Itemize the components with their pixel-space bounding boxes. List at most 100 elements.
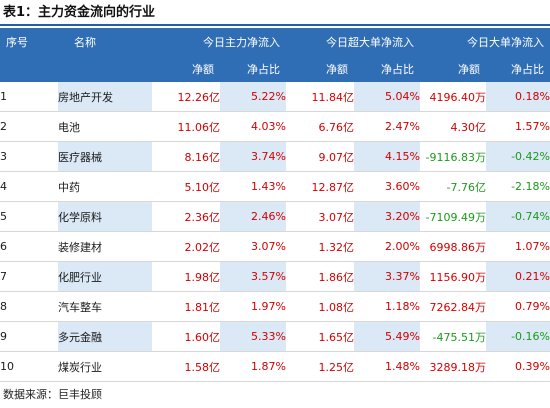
title-rule [0,24,550,26]
cell-main-ratio: 3.07% [220,231,286,262]
cell-main-amount: 11.06亿 [152,111,220,142]
cell-large-ratio: 0.18% [486,82,550,112]
cell-main-ratio: 1.43% [220,171,286,202]
cell-large-ratio: -0.16% [486,321,550,352]
cell-main-amount: 5.10亿 [152,171,220,202]
cell-large-ratio: 1.07% [486,231,550,262]
cell-large-amount: -7109.49万 [420,201,486,232]
cell-super-large-ratio: 3.37% [354,261,420,292]
cell-super-large-amount: 1.25亿 [286,351,354,382]
cell-main-amount: 1.81亿 [152,291,220,322]
cell-large-amount: 7262.84万 [420,291,486,322]
table-row: 5 化学原料 2.36亿 2.46% 3.07亿 3.20% -7109.49万 -0.74% [0,201,550,232]
cell-index: 7 [0,261,58,292]
cell-large-amount: 6998.86万 [420,231,486,262]
cell-super-large-ratio: 3.60% [354,171,420,202]
cell-index: 1 [0,82,58,112]
cell-super-large-amount: 3.07亿 [286,201,354,232]
cell-industry: 化学原料 [58,201,152,232]
header-row-groups: 序号 名称 今日主力净流入 今日超大单净流入 今日大单净流入 [0,28,550,56]
table-row: 8 汽车整车 1.81亿 1.97% 1.08亿 1.18% 7262.84万 0.79% [0,291,550,322]
cell-super-large-amount: 1.32亿 [286,231,354,262]
cell-industry: 中药 [58,171,152,202]
cell-large-ratio: 0.79% [486,291,550,322]
cell-industry: 煤炭行业 [58,351,152,382]
header-sub-amount: 净额 [420,56,486,82]
cell-super-large-ratio: 2.47% [354,111,420,142]
cell-main-ratio: 3.74% [220,141,286,172]
cell-large-amount: 4196.40万 [420,82,486,112]
cell-super-large-ratio: 2.00% [354,231,420,262]
header-name: 名称 [58,28,152,56]
cell-super-large-ratio: 4.15% [354,141,420,172]
cell-main-amount: 1.58亿 [152,351,220,382]
cell-super-large-ratio: 3.20% [354,201,420,232]
cell-main-amount: 2.02亿 [152,231,220,262]
cell-main-amount: 1.60亿 [152,321,220,352]
cell-large-ratio: -0.42% [486,141,550,172]
cell-super-large-amount: 1.86亿 [286,261,354,292]
header-group-super-large: 今日超大单净流入 [286,28,420,56]
cell-super-large-ratio: 5.04% [354,82,420,112]
cell-main-ratio: 1.97% [220,291,286,322]
header-sub-amount: 净额 [286,56,354,82]
cell-super-large-amount: 9.07亿 [286,141,354,172]
cell-industry: 汽车整车 [58,291,152,322]
header-sub-amount: 净额 [152,56,220,82]
cell-index: 9 [0,321,58,352]
table-row: 1 房地产开发 12.26亿 5.22% 11.84亿 5.04% 4196.40万 0.18… [0,82,550,112]
cell-industry: 化肥行业 [58,261,152,292]
cell-large-ratio: -0.74% [486,201,550,232]
table-row: 2 电池 11.06亿 4.03% 6.76亿 2.47% 4.30亿 1.57% [0,111,550,142]
cell-super-large-amount: 6.76亿 [286,111,354,142]
cell-industry: 房地产开发 [58,82,152,112]
cell-super-large-ratio: 1.48% [354,351,420,382]
table-body: 1 房地产开发 12.26亿 5.22% 11.84亿 5.04% 4196.40万 0.18… [0,82,550,382]
table-row: 7 化肥行业 1.98亿 3.57% 1.86亿 3.37% 1156.90万 0.21% [0,261,550,292]
cell-index: 3 [0,141,58,172]
cell-main-amount: 12.26亿 [152,82,220,112]
header-sub-ratio: 净占比 [354,56,420,82]
table-title: 表1：主力资金流向的行业 [3,5,156,20]
cell-main-amount: 1.98亿 [152,261,220,292]
cell-main-amount: 8.16亿 [152,141,220,172]
header-sub-ratio: 净占比 [220,56,286,82]
table-row: 6 装修建材 2.02亿 3.07% 1.32亿 2.00% 6998.86万 1.07% [0,231,550,262]
cell-super-large-amount: 1.65亿 [286,321,354,352]
cell-main-amount: 2.36亿 [152,201,220,232]
cell-industry: 医疗器械 [58,141,152,172]
cell-large-ratio: 0.39% [486,351,550,382]
cell-large-amount: -7.76亿 [420,171,486,202]
cell-large-ratio: 0.21% [486,261,550,292]
data-source-note: 数据来源：巨丰投顾 [3,388,102,401]
header-index: 序号 [0,28,58,56]
cell-main-ratio: 5.33% [220,321,286,352]
cell-large-amount: -9116.83万 [420,141,486,172]
cell-industry: 装修建材 [58,231,152,262]
cell-index: 4 [0,171,58,202]
header-row-sub: 净额 净占比 净额 净占比 净额 净占比 [0,56,550,82]
table-row: 4 中药 5.10亿 1.43% 12.87亿 3.60% -7.76亿 -2.18% [0,171,550,202]
header-group-main: 今日主力净流入 [152,28,286,56]
header-sub-blank [0,56,58,82]
cell-industry: 多元金融 [58,321,152,352]
cell-large-amount: 1156.90万 [420,261,486,292]
cell-large-amount: 3289.18万 [420,351,486,382]
cell-super-large-amount: 1.08亿 [286,291,354,322]
header-group-large: 今日大单净流入 [420,28,550,56]
cell-large-amount: -475.51万 [420,321,486,352]
cell-main-ratio: 3.57% [220,261,286,292]
cell-main-ratio: 2.46% [220,201,286,232]
cell-large-amount: 4.30亿 [420,111,486,142]
cell-index: 8 [0,291,58,322]
cell-large-ratio: 1.57% [486,111,550,142]
cell-industry: 电池 [58,111,152,142]
cell-large-ratio: -2.18% [486,171,550,202]
cell-index: 2 [0,111,58,142]
cell-main-ratio: 5.22% [220,82,286,112]
table-row: 3 医疗器械 8.16亿 3.74% 9.07亿 4.15% -9116.83万 -0.42% [0,141,550,172]
table-row: 9 多元金融 1.60亿 5.33% 1.65亿 5.49% -475.51万 -0.16% [0,321,550,352]
fund-flow-table: 序号 名称 今日主力净流入 今日超大单净流入 今日大单净流入 净额 净占比 净额… [0,28,550,382]
header-sub-ratio: 净占比 [486,56,550,82]
